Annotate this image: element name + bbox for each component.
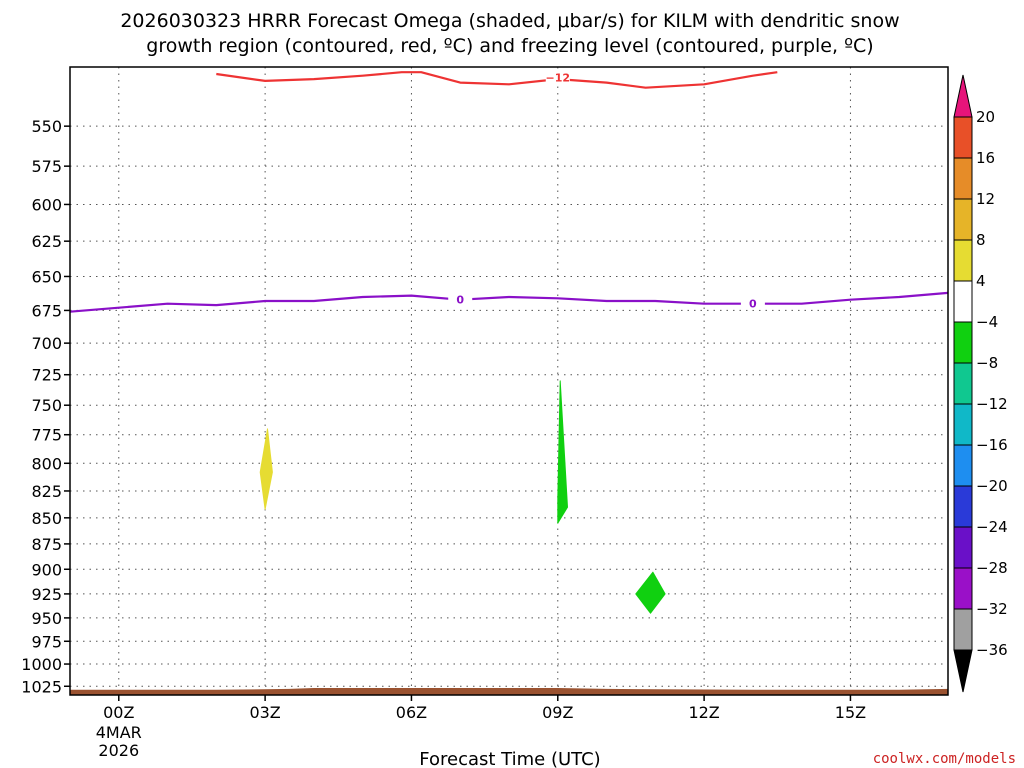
x-axis-title: Forecast Time (UTC) bbox=[419, 749, 600, 768]
x-tick-sublabel: 2026 bbox=[98, 741, 139, 760]
colorbar-swatch bbox=[953, 485, 973, 528]
contour-line bbox=[216, 71, 778, 89]
contour-label-bg bbox=[448, 292, 473, 306]
grid-lines bbox=[70, 67, 948, 695]
colorbar-swatch bbox=[953, 403, 973, 446]
colorbar-swatch bbox=[953, 444, 973, 487]
colorbar-swatch bbox=[953, 608, 973, 651]
y-tick-label: 550 bbox=[31, 117, 62, 136]
plot-frame bbox=[69, 66, 949, 696]
colorbar-swatch bbox=[953, 362, 973, 405]
y-tick-label: 700 bbox=[31, 334, 62, 353]
y-tick-label: 900 bbox=[31, 560, 62, 579]
x-tick-label: 06Z bbox=[396, 703, 427, 722]
omega-shaded-region bbox=[557, 380, 568, 524]
contour-label-bg bbox=[740, 296, 765, 310]
contour-label: 0 bbox=[749, 298, 757, 311]
y-tick-label: 775 bbox=[31, 426, 62, 445]
plot-area bbox=[70, 67, 948, 695]
colorbar-tick-label: −24 bbox=[976, 518, 1008, 536]
y-tick-label: 975 bbox=[31, 632, 62, 651]
y-tick-label: 675 bbox=[31, 301, 62, 320]
y-tick-label: 1000 bbox=[21, 655, 62, 674]
y-tick-label: 950 bbox=[31, 609, 62, 628]
y-tick-label: 625 bbox=[31, 232, 62, 251]
colorbar-tick-label: −4 bbox=[976, 313, 998, 331]
colorbar-swatch bbox=[953, 280, 973, 323]
colorbar-tick-label: −12 bbox=[976, 395, 1008, 413]
colorbar-swatch bbox=[953, 526, 973, 569]
contour-label: −12 bbox=[546, 71, 571, 84]
contour-lines: −12 0 0 bbox=[70, 70, 948, 313]
ground-surface bbox=[70, 688, 948, 695]
colorbar-tick-label: −20 bbox=[976, 477, 1008, 495]
y-tick-label: 650 bbox=[31, 267, 62, 286]
ground-fill bbox=[70, 688, 948, 695]
x-tick-label: 03Z bbox=[249, 703, 280, 722]
colorbar-swatch bbox=[953, 116, 973, 159]
colorbar-tick-label: 8 bbox=[976, 231, 986, 249]
colorbar-tick-label: −32 bbox=[976, 600, 1008, 618]
y-tick-label: 925 bbox=[31, 585, 62, 604]
contour-line bbox=[70, 291, 948, 313]
omega-shaded-region bbox=[635, 571, 666, 614]
omega-shaded-region bbox=[259, 428, 273, 510]
colorbar-tick-label: −36 bbox=[976, 641, 1008, 659]
x-tick-label: 00Z bbox=[103, 703, 134, 722]
chart-title-line-2: growth region (contoured, red, ºC) and f… bbox=[146, 35, 873, 57]
omega-shaded-regions bbox=[259, 380, 666, 614]
x-tick-label: 12Z bbox=[688, 703, 719, 722]
colorbar-over-arrow bbox=[953, 74, 973, 118]
contour-label-bg bbox=[545, 70, 570, 84]
colorbar-tick-label: 20 bbox=[976, 108, 995, 126]
y-tick-label: 600 bbox=[31, 195, 62, 214]
colorbar-swatch bbox=[953, 157, 973, 200]
colorbar-under-arrow bbox=[953, 649, 973, 693]
colorbar-tick-label: 4 bbox=[976, 272, 986, 290]
colorbar-tick-label: −16 bbox=[976, 436, 1008, 454]
y-tick-label: 875 bbox=[31, 535, 62, 554]
contour-label: 0 bbox=[456, 294, 464, 307]
y-tick-label: 725 bbox=[31, 366, 62, 385]
x-tick-label: 15Z bbox=[835, 703, 866, 722]
x-tick-label: 09Z bbox=[542, 703, 573, 722]
colorbar-swatch bbox=[953, 321, 973, 364]
y-tick-label: 800 bbox=[31, 454, 62, 473]
colorbar-swatch bbox=[953, 198, 973, 241]
y-tick-label: 850 bbox=[31, 509, 62, 528]
colorbar-tick-label: −8 bbox=[976, 354, 998, 372]
colorbar-tick-label: −28 bbox=[976, 559, 1008, 577]
y-tick-label: 575 bbox=[31, 157, 62, 176]
colorbar-tick-label: 16 bbox=[976, 149, 995, 167]
y-tick-label: 825 bbox=[31, 482, 62, 501]
colorbar-tick-label: 12 bbox=[976, 190, 995, 208]
omega-colorbar: −36 −32 −28 −24 −20 −16 −12 −8 −4 4 8 12 16 20 bbox=[953, 74, 1008, 693]
y-axis-pressure: 550 575 600 625 650 675 700 725 750 775 800 825 850 8… bbox=[21, 117, 70, 696]
y-tick-label: 750 bbox=[31, 396, 62, 415]
colorbar-swatch bbox=[953, 567, 973, 610]
y-tick-label: 1025 bbox=[21, 677, 62, 696]
credit-text: coolwx.com/models bbox=[873, 751, 1016, 767]
x-tick-sublabel: 4MAR bbox=[96, 723, 142, 742]
colorbar-swatch bbox=[953, 239, 973, 282]
chart-title-line-1: 2026030323 HRRR Forecast Omega (shaded, … bbox=[120, 10, 899, 32]
